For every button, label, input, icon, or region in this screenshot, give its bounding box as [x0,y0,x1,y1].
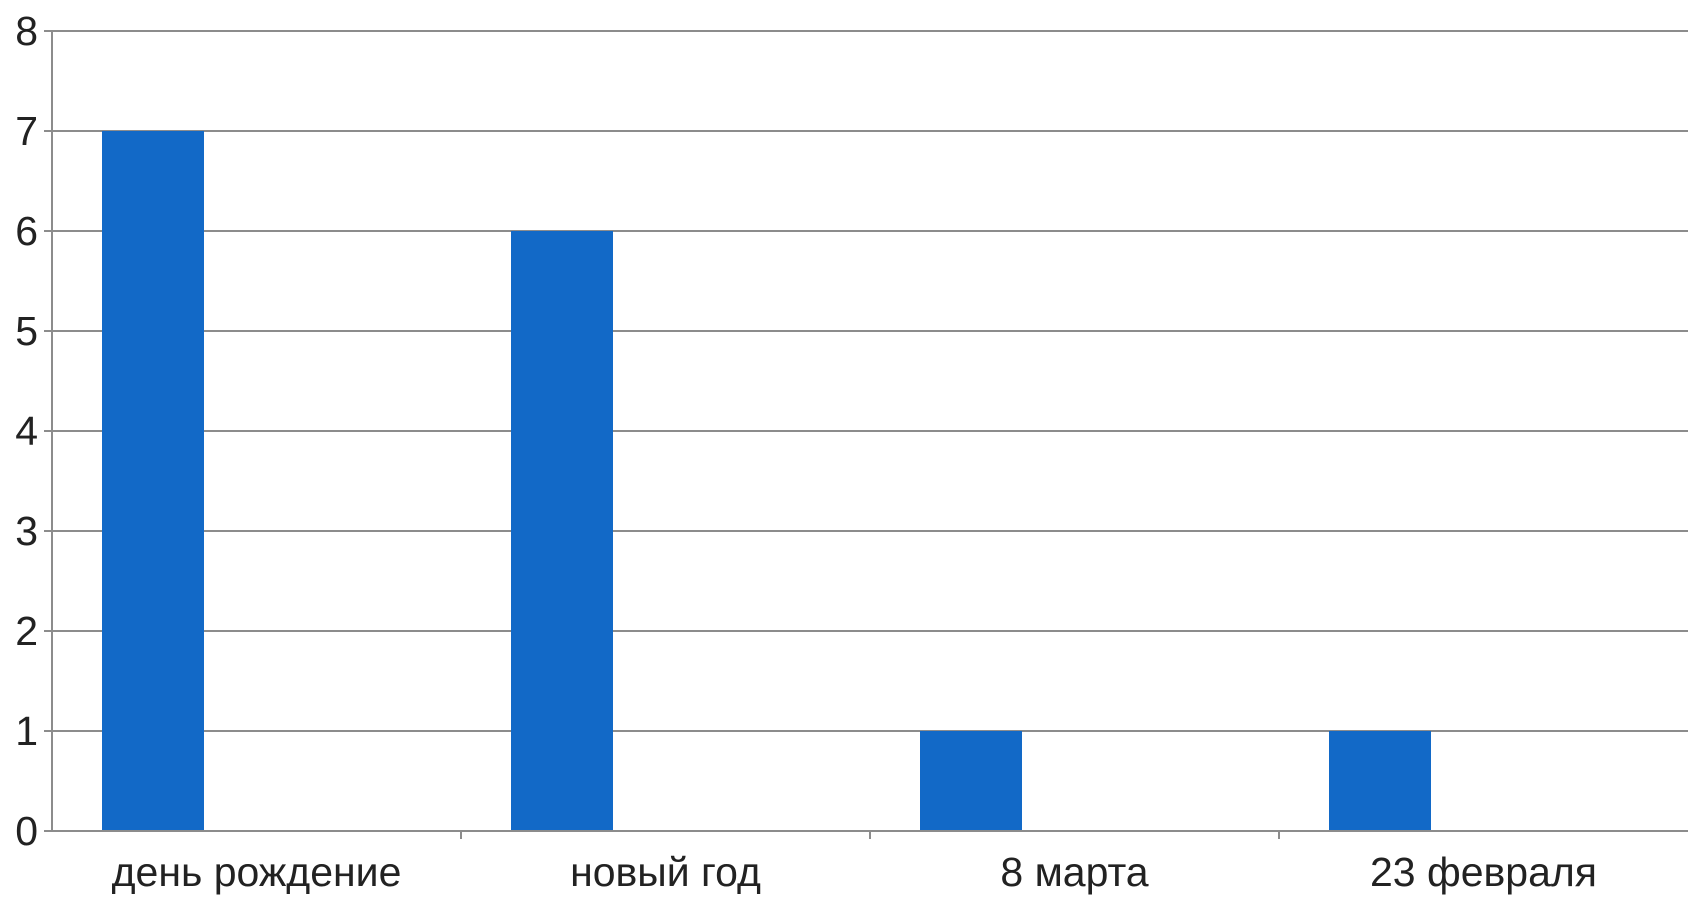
y-tick-label: 1 [15,708,38,754]
x-tick-label: новый год [570,849,761,895]
y-tick-label: 0 [15,808,38,854]
bar [102,131,204,831]
x-tick-label: день рождение [112,849,402,895]
bar [1329,731,1431,831]
x-tick-label: 23 февраля [1370,849,1597,895]
bars [102,131,1431,831]
y-tick-label: 8 [15,8,38,54]
y-tick-label: 2 [15,608,38,654]
x-tick-label: 8 марта [1000,849,1148,895]
axes [44,30,1688,839]
gridlines [52,30,1688,732]
y-tick-label: 6 [15,208,38,254]
bar [511,231,613,831]
y-tick-label: 5 [15,308,38,354]
tick-labels: 0 1 2 3 4 5 6 7 8 день рождение новый год 8 марта 23… [15,8,1597,895]
y-tick-label: 4 [15,408,38,454]
y-tick-label: 7 [15,108,38,154]
bar [920,731,1022,831]
y-tick-label: 3 [15,508,38,554]
